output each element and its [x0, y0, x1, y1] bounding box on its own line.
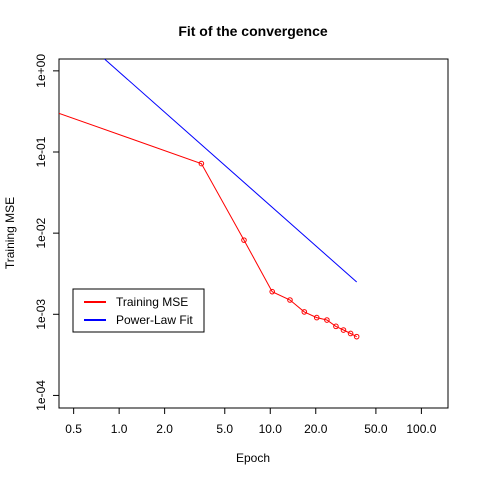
data-point	[198, 160, 205, 167]
data-point	[340, 327, 347, 333]
x-tick-label: 100.0	[406, 422, 436, 436]
data-point	[353, 333, 360, 340]
y-axis: 1e+00 1e-01 1e-02 1e-03 1e-04	[34, 54, 59, 411]
legend-box	[72, 288, 205, 333]
y-tick-label: 1e+00	[34, 54, 48, 88]
x-tick-label: 5.0	[216, 422, 233, 436]
series-line-power-law-fit	[104, 59, 358, 283]
x-tick-label: 10.0	[259, 422, 283, 436]
y-tick-label: 1e-01	[34, 136, 48, 167]
data-point	[301, 309, 308, 315]
chart-title: Fit of the convergence	[178, 23, 328, 39]
legend-label: Training MSE	[116, 295, 188, 309]
data-point	[324, 317, 330, 323]
x-axis: 0.5 1.0 2.0 5.0 10.0 20.0 50.0 100.0	[65, 408, 437, 436]
x-tick-label: 0.5	[65, 422, 82, 436]
data-point	[287, 297, 293, 303]
legend-label: Power-Law Fit	[116, 313, 193, 327]
x-tick-label: 1.0	[111, 422, 128, 436]
data-point	[333, 323, 339, 330]
x-tick-label: 2.0	[156, 422, 173, 436]
plot-frame	[58, 58, 449, 409]
y-axis-label: Training MSE	[3, 197, 17, 269]
y-tick-label: 1e-03	[34, 299, 48, 330]
x-axis-label: Epoch	[236, 451, 270, 465]
data-point	[241, 237, 247, 243]
series-line-training-mse	[59, 112, 357, 338]
y-tick-label: 1e-02	[34, 217, 48, 248]
data-point	[313, 314, 320, 321]
plot-area	[59, 59, 360, 340]
data-point	[347, 330, 354, 337]
legend: Training MSE Power-Law Fit	[72, 288, 205, 333]
x-tick-label: 20.0	[304, 422, 328, 436]
data-point	[269, 288, 276, 295]
x-tick-label: 50.0	[364, 422, 388, 436]
y-tick-label: 1e-04	[34, 380, 48, 411]
